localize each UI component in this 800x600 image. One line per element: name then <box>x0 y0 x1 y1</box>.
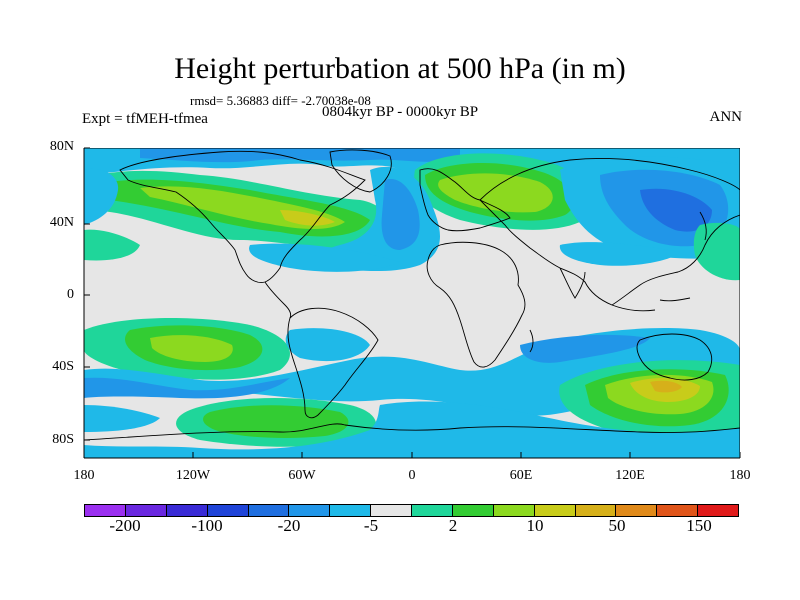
colorbar-swatch <box>493 505 535 516</box>
contour-sh-left-edge-low <box>84 405 160 432</box>
contour-west-edge-high <box>84 229 140 261</box>
lon-label-180e: 180 <box>729 468 751 483</box>
coast-indonesia <box>611 297 691 312</box>
coast-japan <box>699 211 707 241</box>
coast-asia <box>479 158 740 306</box>
contour-west-edge-low <box>84 168 119 225</box>
coast-india <box>559 267 586 299</box>
contour-subtrop-low-1 <box>249 243 400 272</box>
coast-europe <box>419 168 511 232</box>
colorbar-label-2: -100 <box>191 516 223 535</box>
contour-sh-ind-low <box>520 334 650 363</box>
coastlines <box>84 149 740 441</box>
lat-label-40s: 40S <box>52 359 74 374</box>
colorbar-label-1: -200 <box>109 516 141 535</box>
contour-eu-high-core <box>438 173 553 213</box>
colorbar-swatch <box>85 505 126 516</box>
colorbar-swatch <box>575 505 617 516</box>
colorbar-swatch <box>207 505 249 516</box>
contour-natl-low-2 <box>381 179 420 250</box>
contour-subtrop-low-2 <box>559 242 680 266</box>
colorbar-swatch <box>452 505 494 516</box>
colorbar-label-7: 50 <box>608 516 626 535</box>
lon-label-0: 0 <box>408 468 416 483</box>
colorbar-label-4: -5 <box>363 516 379 535</box>
coast-central-america <box>264 281 292 319</box>
colorbar-swatch <box>534 505 576 516</box>
colorbar-label-3: -20 <box>277 516 301 535</box>
experiment-label: Expt = tfMEH-tfmea <box>82 111 208 127</box>
coast-madagascar <box>529 329 534 353</box>
contour-sh-atl-low <box>285 328 370 362</box>
lon-label-120e: 120E <box>615 468 645 483</box>
contour-sh-amer-high-2 <box>203 405 349 438</box>
contour-field <box>84 148 740 458</box>
page-title: Height perturbation at 500 hPa (in m) <box>174 52 626 85</box>
colorbar-swatch <box>289 505 331 516</box>
lon-label-180w: 180 <box>73 468 95 483</box>
colorbar-swatch <box>125 505 167 516</box>
lon-label-60w: 60W <box>288 468 316 483</box>
coast-australia <box>636 333 713 381</box>
lon-label-60e: 60E <box>509 468 533 483</box>
colorbar-swatch <box>248 505 290 516</box>
coast-africa <box>426 241 526 368</box>
contour-sh-low-band-2 <box>84 377 290 399</box>
coast-greenland <box>329 149 392 193</box>
lat-label-40n: 40N <box>49 215 74 230</box>
contour-pac-low-core <box>640 188 712 232</box>
lon-label-120w: 120W <box>175 468 211 483</box>
contour-sh-aus-high-max <box>650 380 682 393</box>
lat-label-80s: 80S <box>52 432 74 447</box>
colorbar <box>84 504 739 517</box>
colorbar-swatch <box>412 505 453 516</box>
lat-label-0: 0 <box>67 287 74 302</box>
contour-arctic-low-inner <box>140 148 460 163</box>
colorbar-label-8: 150 <box>686 516 712 535</box>
contour-sh-pac-high-core <box>150 335 233 362</box>
coast-north-america <box>119 150 366 283</box>
coast-antarctica <box>84 423 740 441</box>
period-label: 0804kyr BP - 0000kyr BP <box>322 104 479 120</box>
colorbar-swatch <box>657 505 699 516</box>
stats-text: rmsd= 5.36883 diff= -2.70038e-08 <box>190 93 371 108</box>
colorbar-swatch <box>698 505 738 516</box>
colorbar-swatch <box>166 505 208 516</box>
colorbar-swatch <box>330 505 372 516</box>
colorbar-swatch <box>616 505 658 516</box>
contour-na-high-core <box>280 210 335 226</box>
coast-south-america <box>287 307 379 419</box>
colorbar-label-5: 2 <box>448 516 458 535</box>
lat-label-80n: 80N <box>49 139 74 154</box>
colorbar-swatch <box>371 505 412 516</box>
colorbar-label-6: 10 <box>526 516 544 535</box>
axis-ticks <box>83 147 741 459</box>
season-label: ANN <box>709 109 743 125</box>
